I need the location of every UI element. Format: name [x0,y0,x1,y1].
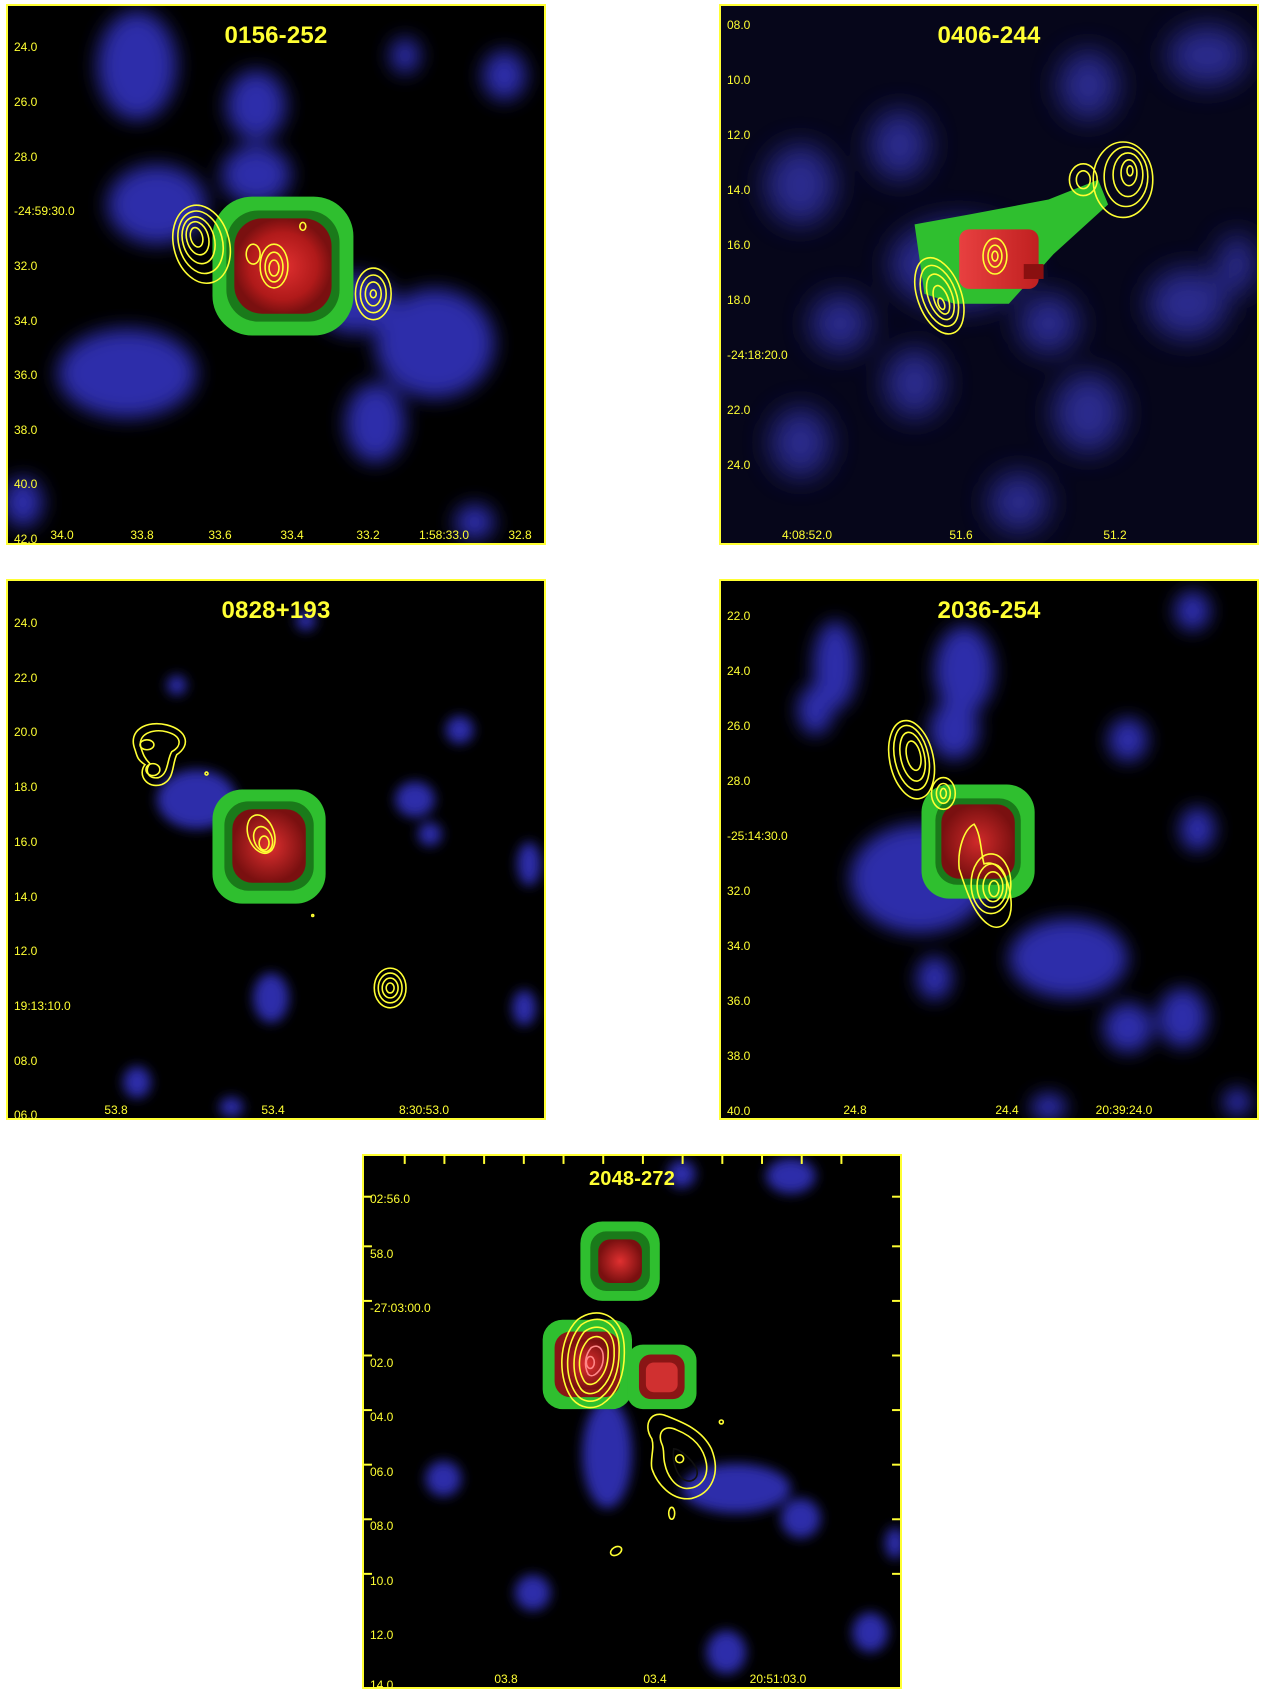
panel-image [8,10,527,541]
y-tick-label: 06.0 [370,1465,394,1479]
y-tick-label: -25:14:30.0 [727,829,788,843]
y-tick-label: 40.0 [14,477,38,491]
y-tick-label: 08.0 [14,1054,38,1068]
y-tick-label: 10.0 [727,73,751,87]
radio-contours [887,719,1012,929]
y-tick-label: 36.0 [14,368,38,382]
y-tick-label: 22.0 [727,403,751,417]
y-tick-label: 32.0 [14,259,38,273]
x-tick-label: 1:58:33.0 [418,528,470,542]
radio-contours [561,1312,725,1557]
y-tick-label: 28.0 [14,150,38,164]
x-tick-label: 34.0 [50,528,74,542]
y-tick-label: 36.0 [727,994,751,1008]
y-tick-label: 58.0 [370,1247,394,1261]
y-tick-label: 12.0 [370,1628,394,1642]
x-tick-label: 33.4 [280,528,304,542]
x-tick-label: 03.4 [643,1672,667,1686]
panel-title: 0156-252 [224,22,328,49]
y-tick-label: -24:59:30.0 [14,204,75,218]
y-tick-label: 12.0 [14,944,38,958]
radio-contours [913,141,1154,335]
y-tick-label: 34.0 [14,314,38,328]
y-tick-label: 42.0 [14,532,38,545]
x-tick-label: 33.6 [208,528,232,542]
panel-title: 0828+193 [221,597,331,624]
y-tick-label: 19:13:10.0 [14,999,71,1013]
frame-ticks [364,1156,900,1575]
image-panel-2048-272: 2048-272 02:56.0 58.0 -27:03:00.0 02.0 0… [362,1154,902,1689]
y-tick-label: 14.0 [727,183,751,197]
y-tick-label: 04.0 [370,1410,394,1424]
y-tick-label: 16.0 [727,238,751,252]
y-tick-label: 06.0 [14,1108,38,1120]
y-tick-label: 40.0 [727,1104,751,1118]
y-tick-label: 38.0 [14,423,38,437]
panel-title: 2036-254 [937,597,1041,624]
y-tick-label: 10.0 [370,1574,394,1588]
y-tick-label: 26.0 [727,719,751,733]
y-tick-label: 02:56.0 [370,1192,411,1206]
panel-image [364,1156,900,1675]
radio-contours [172,204,392,321]
panel-title: 2048-272 [588,1168,676,1190]
image-panel-0406-244: 0406-244 08.0 10.0 12.0 14.0 16.0 18.0 -… [719,4,1259,545]
x-tick-label: 03.8 [494,1672,518,1686]
y-tick-label: 16.0 [14,835,38,849]
y-tick-label: 08.0 [727,18,751,32]
y-tick-label: 20.0 [14,725,38,739]
y-tick-label: 22.0 [14,671,38,685]
x-tick-label: 24.8 [843,1103,867,1117]
y-tick-label: 34.0 [727,939,751,953]
y-tick-label: 28.0 [727,774,751,788]
x-tick-label: 20:51:03.0 [749,1672,807,1686]
y-tick-label: 18.0 [14,780,38,794]
y-tick-label: 24.0 [727,664,751,678]
y-tick-label: 02.0 [370,1356,394,1370]
panel-image [721,6,1257,543]
y-tick-label: 24.0 [14,40,38,54]
x-tick-label: 53.8 [104,1103,128,1117]
x-tick-label: 20:39:24.0 [1095,1103,1153,1117]
y-tick-label: -24:18:20.0 [727,348,788,362]
panel-image [123,610,542,1118]
y-tick-label: 12.0 [727,128,751,142]
x-tick-label: 51.2 [1103,528,1127,542]
x-tick-label: 51.6 [949,528,973,542]
image-panel-2036-254: 2036-254 22.0 24.0 26.0 28.0 -25:14:30.0… [719,579,1259,1120]
x-tick-label: 33.8 [130,528,154,542]
radio-contours [132,722,407,1009]
x-tick-label: 8:30:53.0 [398,1103,450,1117]
x-tick-label: 4:08:52.0 [781,528,833,542]
x-tick-label: 53.4 [261,1103,285,1117]
y-tick-label: 24.0 [727,458,751,472]
source-core [914,179,1109,304]
y-tick-label: -27:03:00.0 [370,1301,431,1315]
x-tick-label: 32.8 [508,528,532,542]
x-tick-label: 33.2 [356,528,380,542]
image-panel-0156-252: 0156-252 24.0 26.0 28.0 -24:59:30.0 32.0… [6,4,546,545]
x-tick-label: 24.4 [995,1103,1019,1117]
y-tick-label: 14.0 [370,1678,394,1689]
y-tick-label: 08.0 [370,1519,394,1533]
source-core [921,784,1035,899]
y-tick-label: 38.0 [727,1049,751,1063]
panel-image [797,590,1252,1118]
y-tick-label: 22.0 [727,609,751,623]
y-tick-label: 32.0 [727,884,751,898]
image-panel-0828+193: 0828+193 24.0 22.0 20.0 18.0 16.0 14.0 1… [6,579,546,1120]
y-tick-label: 26.0 [14,95,38,109]
y-tick-label: 18.0 [727,293,751,307]
panel-title: 0406-244 [937,22,1041,49]
y-tick-label: 24.0 [14,616,38,630]
y-tick-label: 14.0 [14,890,38,904]
